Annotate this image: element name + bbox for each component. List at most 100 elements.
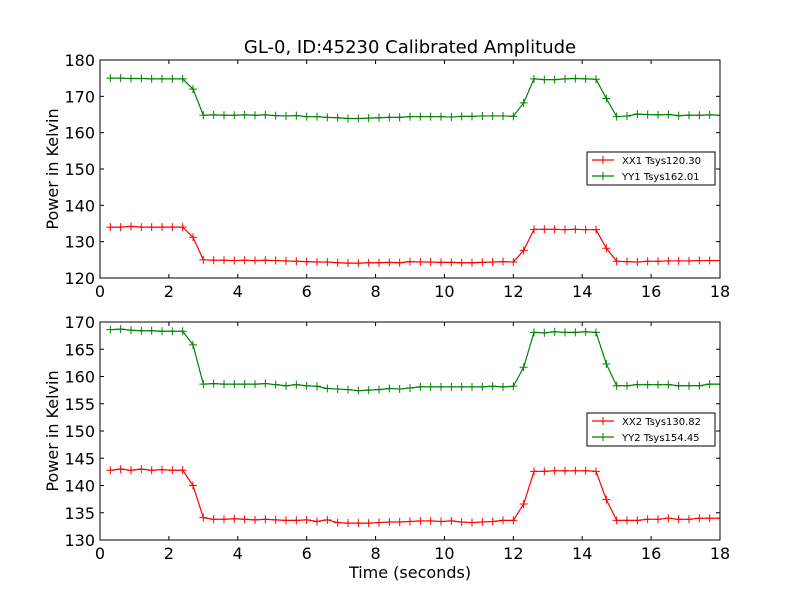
data-point	[168, 74, 177, 83]
data-point	[199, 380, 208, 389]
data-point	[313, 112, 321, 121]
data-point	[168, 466, 177, 475]
data-point	[592, 75, 600, 84]
y-tick-label: 160	[64, 124, 95, 143]
y-tick-label: 180	[64, 51, 95, 70]
data-point	[147, 74, 156, 83]
data-point	[478, 111, 487, 120]
data-point	[230, 111, 239, 120]
data-point	[313, 517, 321, 526]
x-tick-label: 0	[95, 544, 105, 563]
data-point	[468, 258, 476, 267]
legend-marker	[599, 433, 607, 441]
data-point	[674, 381, 683, 390]
data-point	[282, 381, 290, 390]
y-tick-label: 130	[64, 233, 95, 252]
data-point	[623, 111, 631, 120]
data-point	[571, 328, 580, 337]
data-point	[344, 519, 352, 528]
data-point	[530, 74, 538, 83]
data-point	[261, 515, 270, 524]
data-point	[220, 256, 228, 265]
legend-label: XX2 Tsys130.82	[622, 417, 701, 428]
data-point	[509, 382, 518, 391]
data-point	[271, 515, 280, 524]
data-point	[633, 110, 642, 119]
data-point	[478, 258, 487, 267]
data-point	[406, 112, 414, 121]
data-point	[240, 515, 249, 524]
data-point	[333, 385, 342, 394]
data-point	[302, 112, 311, 121]
data-point	[468, 112, 476, 121]
data-point	[106, 223, 115, 232]
data-point	[106, 466, 115, 475]
data-point	[344, 259, 352, 268]
data-point	[695, 381, 704, 390]
data-point	[127, 466, 135, 475]
data-point	[457, 382, 466, 391]
data-point	[375, 385, 383, 394]
data-point	[271, 111, 280, 120]
legend: XX2 Tsys130.82 YY2 Tsys154.45	[586, 412, 716, 447]
data-point	[540, 225, 549, 234]
x-tick-label: 18	[710, 544, 730, 563]
data-point	[116, 325, 125, 334]
data-point	[612, 381, 621, 390]
data-point	[509, 516, 518, 525]
data-point	[158, 465, 166, 474]
data-point	[354, 259, 363, 268]
x-tick-label: 2	[164, 544, 174, 563]
data-point	[716, 111, 720, 120]
data-point	[292, 516, 301, 525]
x-tick-label: 10	[434, 544, 454, 563]
data-point	[323, 384, 332, 393]
data-point	[323, 258, 332, 267]
data-point	[664, 380, 673, 389]
data-point	[147, 466, 156, 475]
y-tick-label: 155	[64, 395, 95, 414]
data-point	[282, 256, 290, 265]
data-point	[178, 223, 187, 232]
data-point	[261, 110, 270, 119]
data-point	[426, 382, 435, 391]
data-point	[333, 518, 342, 527]
data-point	[375, 258, 383, 267]
legend-box	[586, 151, 716, 186]
data-point	[447, 258, 456, 267]
data-point	[705, 256, 714, 265]
y-tick-label: 135	[64, 504, 95, 523]
data-point	[168, 223, 177, 232]
data-point	[695, 256, 704, 265]
data-point	[147, 223, 156, 232]
data-point	[612, 112, 621, 121]
y-tick-label: 140	[64, 477, 95, 496]
data-point	[323, 515, 332, 524]
data-point	[251, 111, 259, 120]
data-point	[158, 327, 166, 336]
data-point	[664, 110, 673, 119]
data-point	[499, 516, 507, 525]
data-point	[199, 111, 208, 120]
data-point	[333, 258, 342, 267]
data-point	[530, 467, 538, 476]
data-point	[550, 466, 559, 475]
data-point	[106, 74, 115, 83]
data-point	[540, 467, 549, 476]
data-point	[364, 114, 373, 123]
data-point	[478, 518, 487, 527]
data-point	[540, 328, 549, 337]
data-point	[592, 467, 600, 476]
data-point	[220, 515, 228, 524]
data-point	[313, 258, 321, 267]
data-point	[695, 514, 704, 523]
series-2-1	[106, 465, 720, 528]
data-point	[416, 516, 425, 525]
x-tick-label: 0	[95, 282, 105, 301]
data-point	[571, 225, 580, 234]
data-point	[323, 113, 332, 122]
data-point	[643, 110, 652, 119]
x-tick-label: 10	[434, 282, 454, 301]
x-tick-label: 6	[302, 544, 312, 563]
legend-marker	[599, 156, 607, 164]
